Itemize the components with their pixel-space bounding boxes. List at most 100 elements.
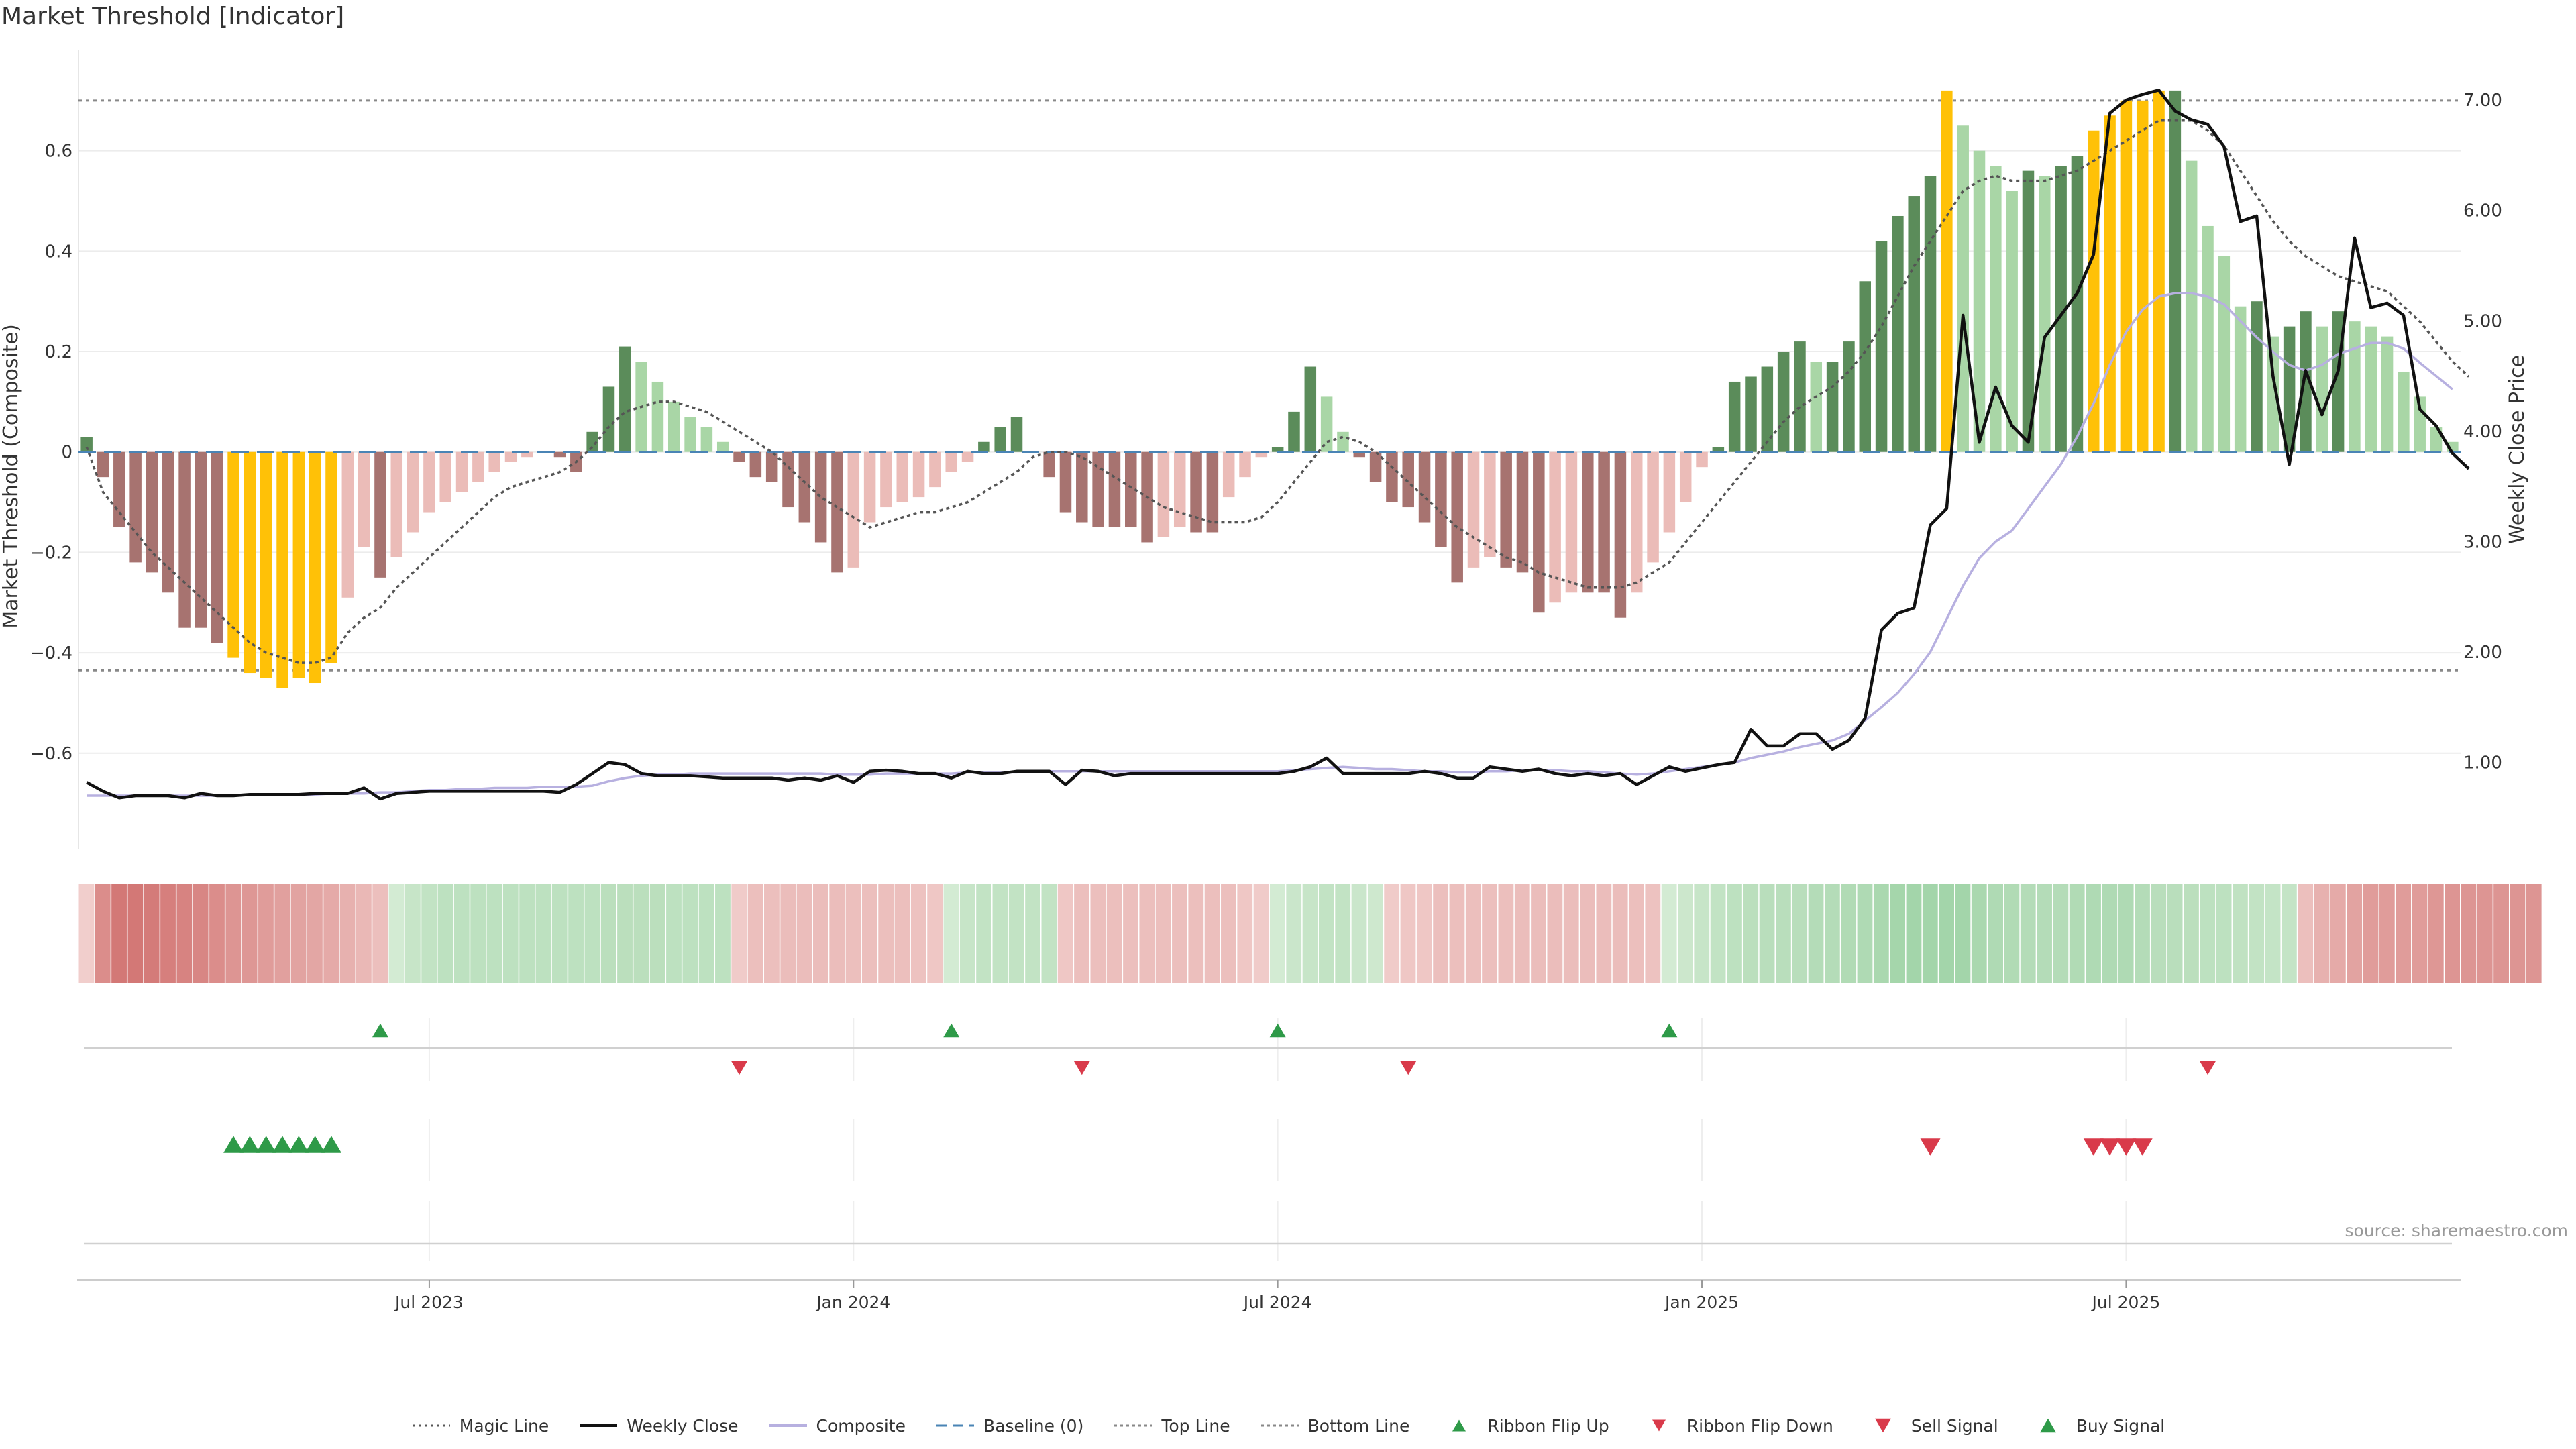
ribbon-cell-60 — [1057, 884, 1073, 983]
ribbon-cell-20 — [405, 884, 421, 983]
ribbon-cell-107 — [1824, 884, 1840, 983]
bar-week-16 — [341, 451, 354, 598]
bar-week-81 — [1402, 451, 1414, 508]
ribbon-cell-33 — [617, 884, 633, 983]
bar-week-128 — [2169, 90, 2182, 452]
ribbon-cell-4 — [144, 884, 160, 983]
ribbon-cell-76 — [1318, 884, 1334, 983]
bar-week-83 — [1435, 451, 1447, 547]
legend-item: Baseline (0) — [935, 1415, 1083, 1436]
bar-week-20 — [407, 451, 419, 533]
x-tick-label: Jul 2025 — [2091, 1293, 2161, 1312]
ribbon-flip-down-marker — [2200, 1061, 2216, 1075]
ribbon-cell-110 — [1873, 884, 1889, 983]
bar-week-103 — [1761, 366, 1774, 452]
bar-week-104 — [1777, 352, 1790, 452]
composite-bars — [80, 90, 2459, 688]
ribbon-flip-up-marker — [943, 1023, 960, 1038]
ribbon-cell-80 — [1384, 884, 1400, 983]
bar-week-17 — [358, 451, 370, 547]
ribbon-cell-141 — [2379, 884, 2395, 983]
bar-week-98 — [1679, 451, 1692, 502]
bar-week-4 — [146, 451, 158, 573]
ribbon-cell-16 — [339, 884, 356, 983]
bar-week-124 — [2104, 115, 2116, 452]
ribbon-cell-14 — [307, 884, 323, 983]
bar-week-121 — [2055, 166, 2067, 452]
buy-signal-marker — [223, 1136, 244, 1153]
legend-label: Top Line — [1161, 1415, 1230, 1436]
y-tick-right-label: 3.00 — [2463, 532, 2502, 552]
bar-week-3 — [129, 451, 142, 563]
solid-line-icon — [769, 1424, 807, 1427]
ribbon-cell-130 — [2200, 884, 2216, 983]
ribbon-cell-13 — [290, 884, 307, 983]
legend-item: Weekly Close — [578, 1415, 739, 1436]
bar-week-56 — [994, 427, 1006, 452]
signal-panels — [84, 1018, 2452, 1261]
bar-week-123 — [2088, 130, 2100, 452]
bar-week-127 — [2153, 90, 2165, 452]
bar-week-114 — [1941, 90, 1953, 452]
bar-week-19 — [390, 451, 403, 557]
y-axis-left: −0.6 −0.4 −0.2 0 0.2 0.4 0.6 — [30, 142, 72, 764]
ribbon-cell-57 — [1008, 884, 1024, 983]
bar-week-66 — [1157, 451, 1170, 537]
legend-item: Magic Line — [411, 1415, 549, 1436]
ribbon-cell-64 — [1123, 884, 1138, 983]
bar-week-137 — [2316, 326, 2328, 452]
ribbon-flip-up-marker — [1269, 1023, 1286, 1038]
ribbon-cell-131 — [2216, 884, 2232, 983]
ribbon-cell-69 — [1204, 884, 1220, 983]
triangle-down-icon — [1652, 1419, 1666, 1432]
bar-week-105 — [1794, 341, 1806, 452]
ribbon-cell-129 — [2184, 884, 2199, 983]
bar-week-46 — [831, 451, 843, 573]
bar-week-9 — [227, 451, 239, 658]
ribbon-cell-140 — [2363, 884, 2379, 983]
ribbon-cell-17 — [356, 884, 372, 983]
y-axis-right-label: Weekly Close Price — [2506, 355, 2529, 544]
bar-week-18 — [374, 451, 386, 578]
bar-week-59 — [1043, 451, 1055, 478]
ribbon-cell-112 — [1906, 884, 1922, 983]
buy-signal-marker — [321, 1136, 341, 1153]
y-tick-left-label: 0.6 — [45, 142, 72, 162]
ribbon-cell-53 — [943, 884, 959, 983]
bar-week-53 — [945, 451, 957, 472]
ribbon-cell-63 — [1106, 884, 1122, 983]
ribbon-cell-133 — [2249, 884, 2265, 983]
legend-item: Ribbon Flip Up — [1439, 1415, 1609, 1436]
ribbon-cell-143 — [2412, 884, 2428, 983]
bar-week-73 — [1271, 447, 1284, 452]
bar-week-99 — [1696, 451, 1708, 468]
bar-week-79 — [1369, 451, 1382, 482]
buy-signal-marker — [288, 1136, 309, 1153]
ribbon-cell-12 — [274, 884, 290, 983]
ribbon-cell-5 — [160, 884, 176, 983]
legend-label: Ribbon Flip Up — [1487, 1415, 1609, 1436]
bar-week-142 — [2398, 371, 2410, 452]
bar-week-27 — [521, 451, 533, 458]
ribbon-cell-126 — [2135, 884, 2150, 983]
bar-week-8 — [211, 451, 223, 643]
dotted-line-icon — [1114, 1424, 1152, 1427]
ribbon-cell-144 — [2428, 884, 2444, 983]
bar-week-91 — [1565, 451, 1578, 593]
ribbon-cell-66 — [1155, 884, 1171, 983]
bar-week-89 — [1533, 451, 1545, 613]
legend-label: Composite — [816, 1415, 906, 1436]
buy-signal-marker — [239, 1136, 260, 1153]
ribbon-flip-up-marker — [372, 1023, 388, 1038]
sell-signal-marker — [2132, 1138, 2153, 1156]
ribbon-cell-123 — [2086, 884, 2101, 983]
weekly-close-line — [86, 89, 2470, 801]
ribbon-cell-8 — [209, 884, 225, 983]
x-tick-label: Jul 2023 — [394, 1293, 464, 1312]
ribbon-cell-115 — [1955, 884, 1971, 983]
bar-week-63 — [1108, 451, 1121, 528]
bar-week-62 — [1092, 451, 1104, 528]
bar-week-35 — [651, 381, 664, 452]
ribbon-cell-21 — [421, 884, 437, 983]
ribbon-cell-95 — [1629, 884, 1644, 983]
